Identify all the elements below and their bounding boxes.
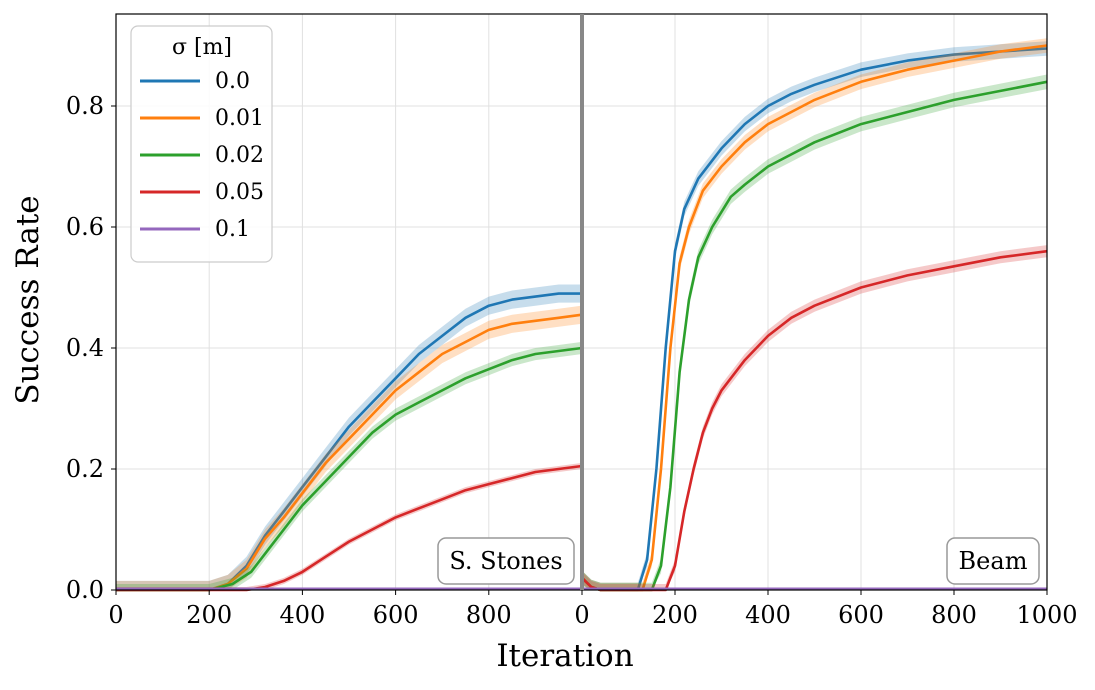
- y-tick-label: 0.4: [66, 334, 104, 362]
- x-tick-label: 200: [652, 601, 698, 629]
- plot-area: [116, 38, 1048, 592]
- x-tick-label: 800: [466, 601, 512, 629]
- legend-entries: 0.0 0.01 0.02 0.05 0.1: [140, 69, 264, 242]
- legend: σ [m] 0.0 0.01 0.02 0.05 0.1: [130, 25, 273, 263]
- legend-box: [130, 25, 273, 263]
- legend-title: σ [m]: [172, 35, 232, 60]
- legend-entry-label: 0.1: [215, 217, 250, 242]
- series-line-0.0: [581, 47, 1048, 592]
- x-tick-label: 0: [574, 601, 589, 629]
- panel-tag-box: [437, 537, 575, 585]
- y-tick-label: 0.6: [66, 213, 104, 241]
- legend-entry-label: 0.01: [215, 106, 264, 131]
- series-line-0.01: [581, 44, 1048, 592]
- series-band-0.01: [116, 305, 582, 590]
- legend-entry-label: 0.02: [215, 143, 264, 168]
- y-tick-label: 0.0: [66, 576, 104, 604]
- x-tick-label: 600: [838, 601, 884, 629]
- series-line-0.05: [116, 464, 583, 592]
- x-tick-label: 800: [931, 601, 977, 629]
- x-tick-label: 400: [279, 601, 325, 629]
- series-line-0.02: [581, 80, 1048, 592]
- y-tick-label: 0.2: [66, 455, 104, 483]
- x-tick-label: 0: [108, 601, 123, 629]
- y-axis-title: Success Rate: [10, 195, 46, 404]
- axes: 0.0 0.2 0.4 0.6 0.8 0 200 400 600 800 0 200 400 600 80…: [66, 13, 1078, 629]
- series-line-0.0: [116, 292, 582, 592]
- x-axis-title: Iteration: [496, 638, 633, 674]
- x-tick-label: 1000: [1016, 601, 1077, 629]
- legend-entry-label: 0.05: [215, 180, 264, 205]
- x-tick-label: 600: [373, 601, 419, 629]
- panel-beam: [581, 38, 1048, 592]
- legend-entry-label: 0.0: [215, 69, 250, 94]
- panel-tags: S. Stones Beam: [437, 537, 1040, 585]
- series-line-0.01: [116, 313, 583, 592]
- x-tick-label: 400: [745, 601, 791, 629]
- panel-tag-box: [946, 537, 1040, 585]
- x-tick-label: 200: [186, 601, 232, 629]
- panel-tag-label: Beam: [959, 547, 1028, 575]
- panel-stones: [116, 284, 583, 592]
- series-line-0.02: [116, 346, 583, 592]
- panel-tag-label: S. Stones: [449, 547, 562, 575]
- y-tick-label: 0.8: [66, 92, 104, 120]
